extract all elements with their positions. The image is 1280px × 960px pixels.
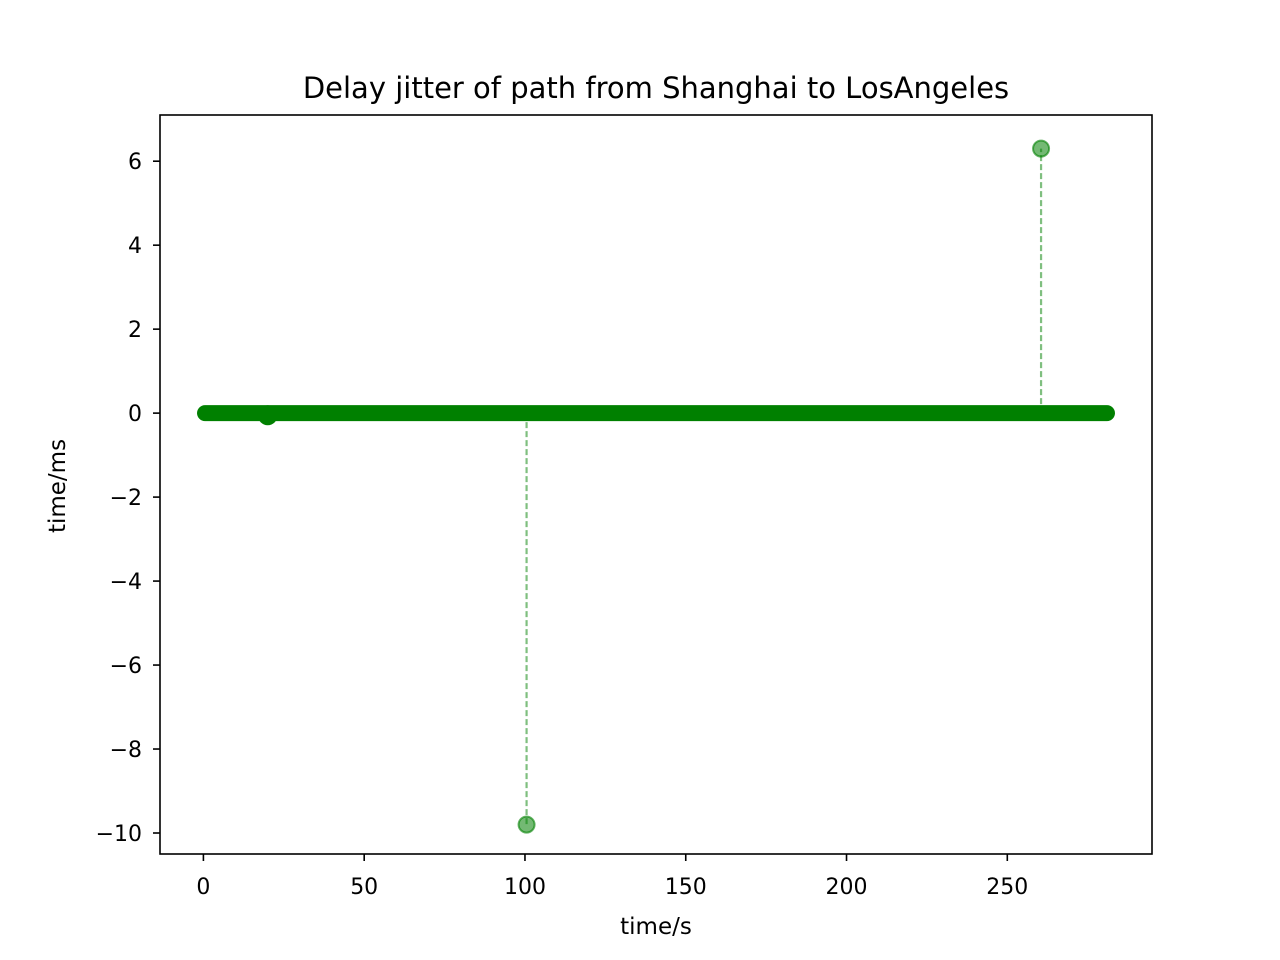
y-tick-label-5: 0 — [128, 402, 142, 427]
y-tick-label-3: −4 — [110, 570, 142, 595]
x-axis: 0 50 100 150 200 250 — [196, 854, 1028, 900]
x-tick-label-0: 0 — [196, 875, 210, 900]
y-axis: −10 −8 −6 −4 −2 0 2 4 6 — [96, 150, 160, 847]
x-tick-label-2: 100 — [504, 875, 546, 900]
x-tick-label-1: 50 — [350, 875, 378, 900]
x-tick-label-4: 200 — [826, 875, 868, 900]
marker-point-0 — [257, 405, 278, 426]
x-axis-label: time/s — [620, 914, 692, 940]
y-tick-label-7: 4 — [128, 234, 142, 259]
y-tick-label-4: −2 — [110, 486, 142, 511]
y-tick-label-0: −10 — [96, 822, 142, 847]
x-tick-label-5: 250 — [986, 875, 1028, 900]
x-tick-label-3: 150 — [665, 875, 707, 900]
spike-marker-0 — [517, 815, 536, 834]
y-axis-label: time/ms — [45, 439, 71, 533]
y-tick-label-2: −6 — [110, 654, 142, 679]
y-tick-label-1: −8 — [110, 738, 142, 763]
y-tick-label-8: 6 — [128, 150, 142, 175]
chart-title: Delay jitter of path from Shanghai to Lo… — [303, 71, 1009, 105]
spike-marker-1 — [1032, 139, 1051, 158]
y-tick-label-6: 2 — [128, 318, 142, 343]
plot-area — [197, 139, 1115, 834]
plot-frame — [159, 114, 1153, 855]
